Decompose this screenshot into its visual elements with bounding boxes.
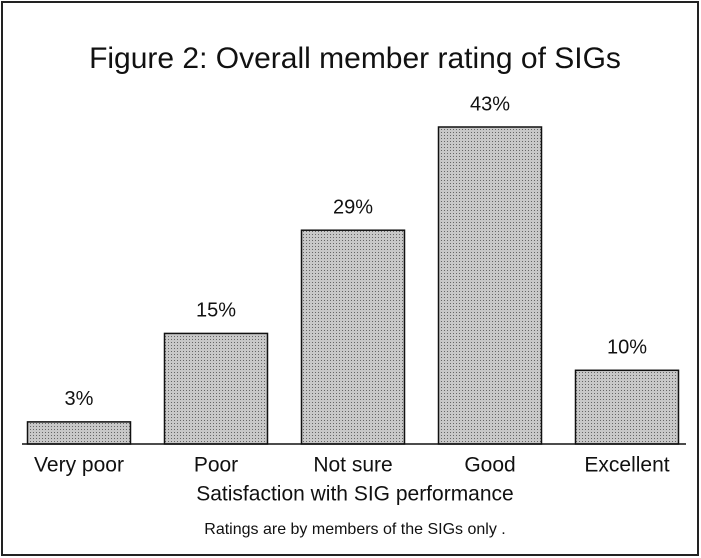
- value-label: 10%: [607, 337, 647, 359]
- value-label: 43%: [470, 93, 510, 115]
- note: Ratings are by members of the SIGs only …: [204, 521, 505, 538]
- x-tick-label: Excellent: [584, 454, 669, 477]
- x-tick-label: Not sure: [313, 454, 392, 477]
- x-tick-label: Good: [464, 454, 515, 477]
- value-label: 3%: [65, 388, 94, 410]
- bar: [163, 332, 269, 445]
- bar: [26, 421, 132, 445]
- x-tick-label: Poor: [194, 454, 238, 477]
- x-axis-label: Satisfaction with SIG performance: [196, 483, 513, 506]
- value-label: 15%: [196, 300, 236, 322]
- bar: [437, 126, 543, 445]
- x-tick-label: Very poor: [34, 454, 124, 477]
- value-label: 29%: [333, 196, 373, 218]
- chart-title: Figure 2: Overall member rating of SIGs: [89, 42, 621, 75]
- bar: [300, 229, 406, 445]
- bar: [574, 369, 680, 445]
